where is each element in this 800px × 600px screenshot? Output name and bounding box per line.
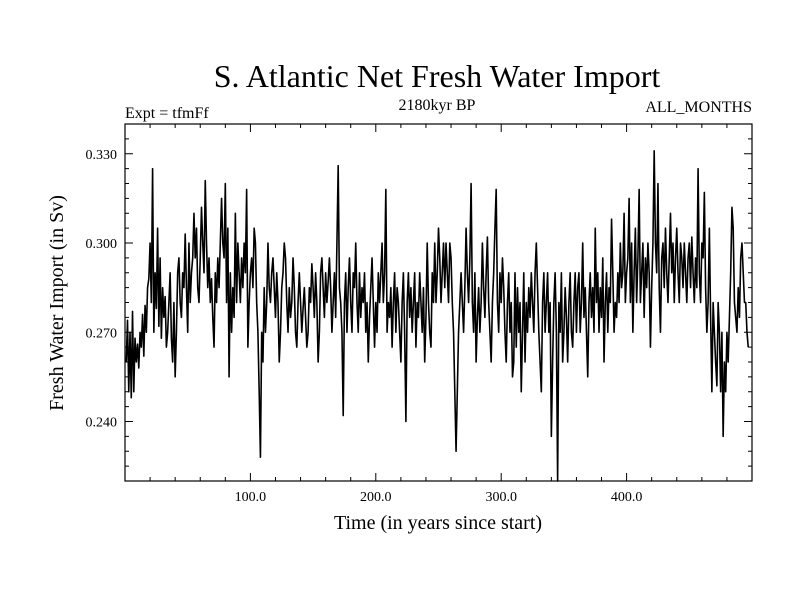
x-tick-label: 300.0 (485, 490, 517, 505)
x-tick-label: 400.0 (611, 490, 643, 505)
x-axis-label: Time (in years since start) (334, 512, 542, 534)
plot-frame (124, 123, 753, 482)
y-tick-label: 0.240 (86, 416, 118, 431)
months-label: ALL_MONTHS (645, 99, 752, 116)
x-tick-label: 100.0 (235, 490, 267, 505)
x-axis-ticks: 100.0 200.0 300.0 400.0 (149, 124, 728, 505)
y-tick-label: 0.330 (86, 148, 118, 163)
y-tick-label: 0.300 (86, 237, 118, 252)
series-line (125, 149, 750, 482)
experiment-label: Expt = tfmFf (125, 105, 209, 122)
y-axis-label: Fresh Water Import (in Sv) (46, 195, 68, 411)
y-axis-ticks: 0.240 0.270 0.300 0.330 (86, 123, 752, 467)
y-tick-label: 0.270 (86, 326, 118, 341)
period-label: 2180kyr BP (399, 97, 476, 114)
x-tick-label: 200.0 (360, 490, 392, 505)
chart-title: S. Atlantic Net Fresh Water Import (214, 58, 661, 94)
